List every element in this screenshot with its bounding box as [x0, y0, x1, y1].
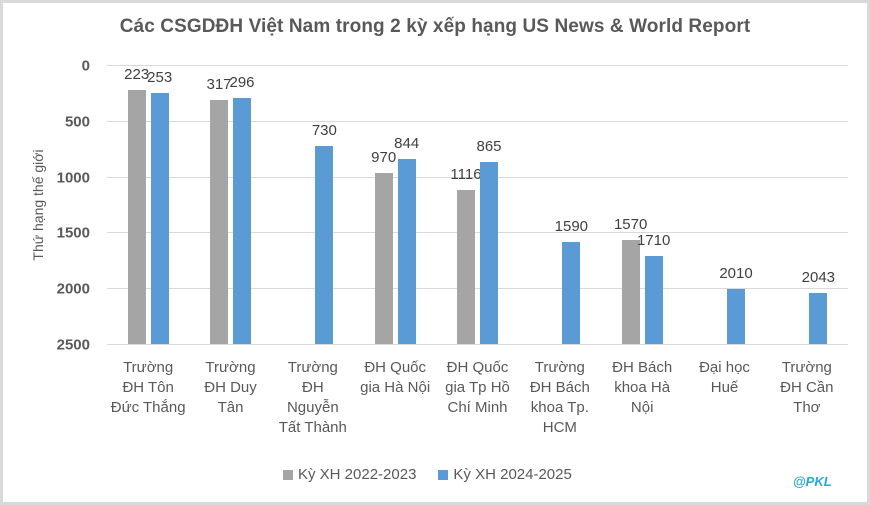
- gridline: [107, 121, 848, 122]
- data-label: 1590: [554, 218, 589, 236]
- bar-2024-2025: [150, 93, 169, 344]
- bar-2024-2025: [809, 292, 828, 344]
- y-tick-label: 2500: [56, 336, 90, 354]
- bar-2024-2025: [315, 146, 334, 344]
- data-label: 730: [311, 122, 337, 140]
- legend-swatch-gray: [283, 469, 293, 480]
- x-category-label: ĐH Bách khoa Hà Nội: [612, 359, 673, 416]
- gridline: [107, 232, 848, 233]
- data-label: 844: [394, 135, 420, 153]
- bar-2022-2023: [457, 189, 475, 344]
- data-label: 1116: [450, 165, 482, 183]
- x-category-label: Đại học Huế: [699, 359, 750, 396]
- chart-title: Các CSGDĐH Việt Nam trong 2 kỳ xếp hạng …: [119, 16, 751, 37]
- x-category-label: Trường ĐH Duy Tân: [204, 359, 257, 416]
- x-category-label: Trường ĐH Tôn Đức Thắng: [110, 359, 186, 416]
- data-label: 223: [124, 65, 150, 83]
- bar-2022-2023: [210, 100, 228, 344]
- x-category-label: Trường ĐH Bách khoa Tp. HCM: [529, 359, 590, 436]
- data-label: 317: [206, 76, 232, 94]
- y-tick-label: 0: [81, 57, 90, 75]
- gridline: [107, 65, 848, 66]
- data-label: 2010: [719, 265, 753, 283]
- bar-2022-2023: [127, 89, 146, 344]
- data-label: 2043: [801, 268, 836, 286]
- bar-2024-2025: [727, 289, 745, 344]
- y-tick-label: 500: [64, 113, 90, 131]
- y-tick-label: 1500: [56, 224, 90, 242]
- legend: Kỳ XH 2022-2023 Kỳ XH 2024-2025: [283, 466, 572, 483]
- data-label: 1570: [613, 216, 648, 234]
- gridline: [107, 344, 848, 345]
- x-category-label: ĐH Quốc gia Tp Hồ Chí Minh: [445, 359, 510, 416]
- legend-item-2022-2023: Kỳ XH 2022-2023: [283, 466, 416, 483]
- legend-swatch-blue: [438, 469, 449, 480]
- bar-2024-2025: [233, 98, 251, 344]
- x-category-label: Trường ĐH Nguyễn Tất Thành: [278, 359, 347, 436]
- legend-label: Kỳ XH 2024-2025: [453, 466, 572, 483]
- bar-2022-2023: [374, 173, 393, 344]
- bar-2022-2023: [621, 240, 640, 344]
- watermark: @PKL: [793, 474, 832, 489]
- y-tick-label: 1000: [56, 169, 90, 187]
- gridline: [107, 288, 848, 289]
- bar-2024-2025: [644, 255, 663, 344]
- data-label: 253: [147, 69, 173, 87]
- bar-2024-2025: [397, 159, 416, 344]
- bar-2024-2025: [480, 161, 498, 344]
- y-tick-label: 2000: [56, 280, 90, 298]
- x-category-label: Trường ĐH Cần Thơ: [780, 359, 834, 416]
- x-category-label: ĐH Quốc gia Hà Nội: [360, 359, 431, 396]
- data-label: 865: [476, 137, 502, 155]
- data-label: 1710: [636, 231, 671, 249]
- legend-item-2024-2025: Kỳ XH 2024-2025: [438, 466, 572, 483]
- data-label: 296: [229, 74, 255, 92]
- legend-label: Kỳ XH 2022-2023: [298, 466, 417, 483]
- data-label: 970: [371, 149, 397, 167]
- bar-2024-2025: [562, 242, 581, 344]
- y-axis-label: Thứ hạng thế giới: [30, 149, 46, 261]
- gridline: [107, 177, 848, 178]
